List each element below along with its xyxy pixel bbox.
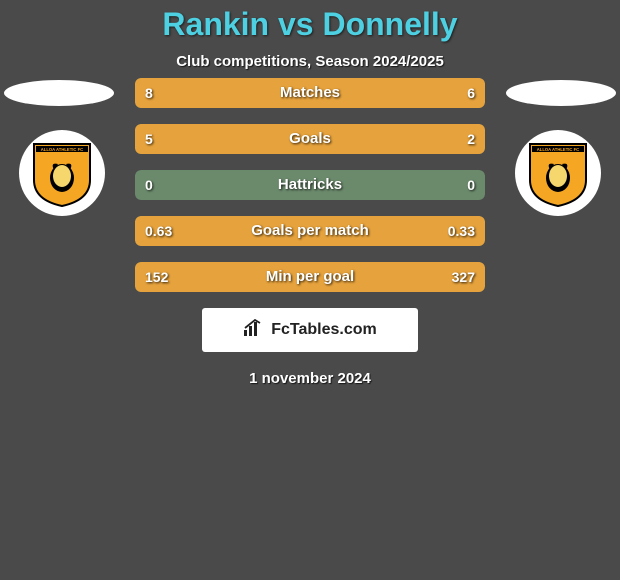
stat-row: 52Goals: [135, 124, 485, 154]
club-crest-left: ALLOA ATHLETIC FC: [12, 130, 112, 216]
crest-circle: ALLOA ATHLETIC FC: [515, 130, 601, 216]
crest-banner-text: ALLOA ATHLETIC FC: [537, 147, 579, 152]
shield-icon: ALLOA ATHLETIC FC: [30, 138, 94, 208]
crest-banner-text: ALLOA ATHLETIC FC: [41, 147, 83, 152]
stat-label: Min per goal: [135, 262, 485, 292]
player-photo-right: [506, 80, 616, 106]
stat-row: 152327Min per goal: [135, 262, 485, 292]
stat-bars: 86Matches 52Goals 00Hattricks 0.630.33Goals…: [135, 70, 485, 292]
stat-row: 0.630.33Goals per match: [135, 216, 485, 246]
stat-row: 86Matches: [135, 78, 485, 108]
stat-row: 00Hattricks: [135, 170, 485, 200]
stat-label: Goals per match: [135, 216, 485, 246]
stat-label: Goals: [135, 124, 485, 154]
chart-icon: [243, 319, 265, 342]
subtitle: Club competitions, Season 2024/2025: [0, 53, 620, 70]
player-photo-left: [4, 80, 114, 106]
shield-icon: ALLOA ATHLETIC FC: [526, 138, 590, 208]
club-crest-right: ALLOA ATHLETIC FC: [508, 130, 608, 216]
page-title: Rankin vs Donnelly: [0, 6, 620, 43]
credit-box[interactable]: FcTables.com: [202, 308, 418, 352]
main-row: ALLOA ATHLETIC FC ALLOA ATHLETIC FC: [0, 70, 620, 292]
comparison-widget: Rankin vs Donnelly Club competitions, Se…: [0, 6, 620, 387]
stat-label: Matches: [135, 78, 485, 108]
stat-label: Hattricks: [135, 170, 485, 200]
credit-text: FcTables.com: [271, 321, 377, 339]
crest-circle: ALLOA ATHLETIC FC: [19, 130, 105, 216]
date-label: 1 november 2024: [0, 370, 620, 387]
